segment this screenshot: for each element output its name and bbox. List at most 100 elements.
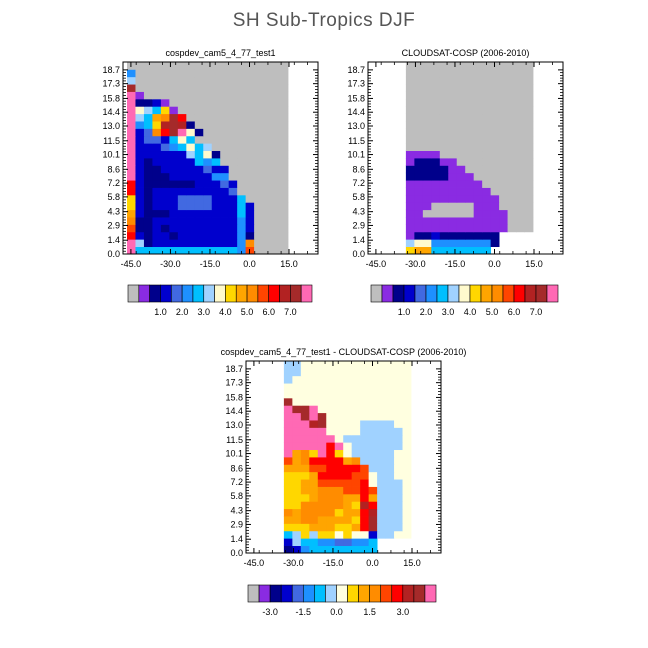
heatmap-cell: [377, 375, 386, 384]
heatmap-cell: [300, 442, 310, 451]
heatmap-cell: [377, 449, 386, 458]
heatmap-cell: [456, 76, 466, 85]
heatmap-cell: [414, 143, 424, 152]
heatmap-cell: [351, 427, 361, 436]
heatmap-cell: [499, 209, 508, 218]
heatmap-cell: [439, 91, 449, 100]
heatmap-cell: [160, 84, 170, 92]
heatmap-cell: [220, 128, 230, 137]
heatmap-cell: [194, 91, 204, 100]
heatmap-cell: [177, 98, 187, 107]
y-tick-label: 11.5: [103, 136, 120, 146]
heatmap-cell: [203, 209, 213, 218]
heatmap-cell: [177, 180, 187, 188]
heatmap-cell: [414, 194, 424, 203]
heatmap-cell: [169, 172, 179, 181]
heatmap-cell: [326, 397, 336, 406]
heatmap-cell: [326, 405, 336, 414]
heatmap-cell: [135, 62, 145, 70]
heatmap-cell: [394, 427, 403, 436]
colorbar-swatch: [127, 284, 140, 303]
heatmap-cell: [292, 523, 302, 532]
heatmap-cell: [431, 98, 441, 107]
heatmap-cell: [292, 545, 302, 554]
heatmap-cell: [211, 76, 221, 85]
heatmap-cell: [422, 143, 432, 152]
y-tick-label: 0.0: [352, 249, 365, 259]
heatmap-cell: [292, 383, 302, 391]
heatmap-cell: [402, 412, 412, 421]
heatmap-cell: [368, 457, 378, 465]
heatmap-cell: [385, 493, 395, 502]
heatmap-cell: [377, 442, 386, 451]
heatmap-cell: [203, 165, 213, 174]
x-tick-label: 15.0: [403, 558, 421, 568]
heatmap-cell: [334, 412, 344, 421]
heatmap-cell: [414, 84, 424, 92]
heatmap-cell: [431, 128, 441, 137]
heatmap-cell: [245, 217, 255, 225]
heatmap-cell: [254, 202, 263, 211]
heatmap-cell: [254, 246, 263, 255]
heatmap-cell: [254, 239, 263, 248]
heatmap-cell: [439, 76, 449, 85]
heatmap-cell: [456, 150, 466, 159]
heatmap-cell: [394, 434, 403, 443]
heatmap-cell: [203, 128, 213, 137]
heatmap-cell: [422, 150, 432, 159]
heatmap-cell: [228, 165, 238, 174]
colorbar-swatch: [302, 584, 315, 603]
heatmap-cell: [186, 121, 196, 129]
heatmap-cell: [292, 538, 302, 547]
heatmap-cell: [160, 143, 170, 152]
heatmap-cell: [422, 187, 432, 196]
heatmap-cell: [473, 113, 483, 122]
heatmap-cell: [465, 98, 475, 107]
heatmap-cell: [211, 246, 221, 255]
heatmap-cell: [194, 121, 204, 129]
heatmap-cell: [482, 62, 492, 70]
heatmap-cell: [473, 135, 483, 144]
colorbar-label: 1.5: [363, 607, 376, 617]
heatmap-cell: [516, 62, 525, 70]
heatmap-cell: [160, 194, 170, 203]
heatmap-cell: [377, 368, 386, 377]
colorbar-label: 5.0: [486, 307, 499, 317]
heatmap-cell: [490, 62, 500, 70]
heatmap-cell: [254, 150, 263, 159]
heatmap-cell: [228, 91, 238, 100]
heatmap-cell: [317, 516, 327, 524]
heatmap-cell: [143, 209, 153, 218]
heatmap-cell: [309, 471, 319, 480]
heatmap-cell: [300, 530, 310, 539]
heatmap-cell: [254, 62, 263, 70]
heatmap-cell: [326, 464, 336, 473]
heatmap-cell: [194, 231, 204, 240]
heatmap-cell: [160, 217, 170, 225]
heatmap-cell: [422, 165, 432, 174]
heatmap-cell: [169, 194, 179, 203]
heatmap-cell: [524, 98, 534, 107]
heatmap-cell: [473, 217, 483, 225]
heatmap-cell: [127, 180, 136, 188]
heatmap-cell: [309, 383, 319, 391]
heatmap-cell: [405, 91, 415, 100]
heatmap-cell: [169, 209, 179, 218]
heatmap-cell: [456, 172, 466, 181]
heatmap-cell: [394, 375, 403, 384]
heatmap-cell: [254, 121, 263, 129]
heatmap-cell: [422, 128, 432, 137]
heatmap-cell: [405, 246, 415, 255]
heatmap-cell: [431, 224, 441, 233]
heatmap-cell: [448, 128, 458, 137]
heatmap-cell: [127, 172, 136, 181]
heatmap-cell: [262, 62, 272, 70]
heatmap-cell: [405, 69, 415, 78]
colorbar-label: 3.0: [442, 307, 455, 317]
heatmap-cell: [135, 180, 145, 188]
heatmap-cell: [360, 486, 370, 495]
heatmap-cell: [499, 143, 508, 152]
heatmap-cell: [203, 84, 213, 92]
heatmap-cell: [169, 121, 179, 129]
heatmap-cell: [309, 449, 319, 458]
